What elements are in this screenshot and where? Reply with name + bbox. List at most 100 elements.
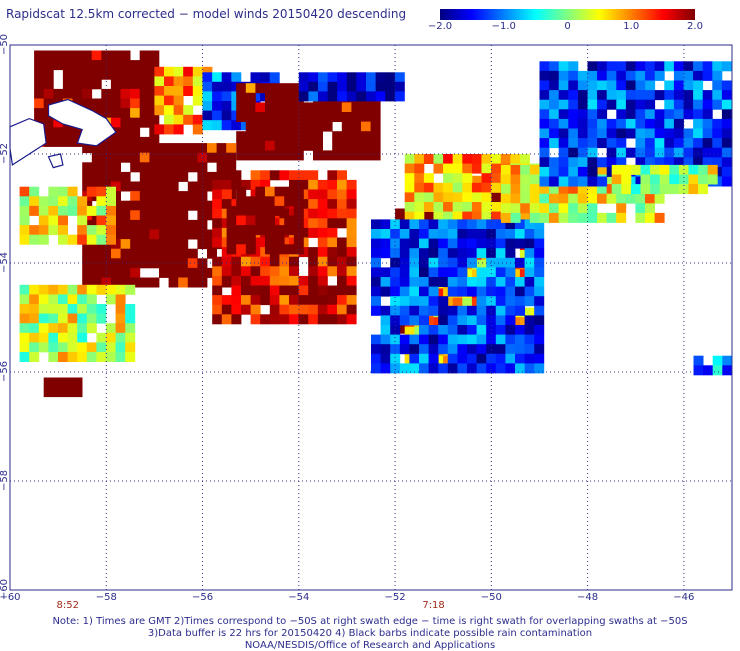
- wind-cell: [712, 365, 723, 376]
- wind-cell: [120, 171, 131, 182]
- wind-cell: [457, 238, 468, 249]
- wind-cell: [231, 170, 242, 181]
- wind-cell: [683, 90, 694, 101]
- wind-cell: [274, 150, 285, 161]
- wind-cell: [212, 256, 223, 267]
- wind-cell: [178, 162, 189, 173]
- wind-cell: [139, 210, 150, 221]
- wind-cell: [597, 80, 608, 91]
- wind-cell: [212, 120, 223, 131]
- wind-cell: [645, 147, 656, 158]
- wind-cell: [236, 225, 247, 236]
- wind-cell: [317, 314, 328, 325]
- falkland-islands-outline: [9, 98, 117, 169]
- wind-cell: [375, 72, 386, 83]
- wind-cell: [534, 267, 545, 278]
- wind-cell: [409, 277, 420, 287]
- wind-cell: [606, 157, 617, 168]
- wind-cell: [419, 257, 429, 268]
- wind-cell: [447, 334, 458, 345]
- wind-cell: [226, 162, 237, 173]
- wind-cell: [19, 294, 30, 305]
- wind-cell: [245, 102, 256, 113]
- wind-cell: [212, 72, 223, 83]
- wind-cell: [115, 332, 126, 343]
- wind-cell: [447, 277, 458, 287]
- wind-cell: [486, 257, 497, 268]
- wind-cell: [587, 99, 598, 110]
- wind-cell: [212, 179, 223, 190]
- wind-cell: [43, 69, 54, 80]
- wind-cell: [524, 238, 535, 249]
- colorbar-tick-label: 1.0: [623, 21, 640, 32]
- wind-cell: [669, 184, 680, 195]
- latitude-label: −52: [0, 142, 11, 165]
- wind-cell: [327, 314, 338, 325]
- wind-cell: [154, 66, 165, 77]
- wind-cell: [19, 313, 30, 324]
- wind-cell: [284, 102, 295, 113]
- wind-cell: [371, 353, 381, 364]
- wind-cell: [245, 196, 256, 207]
- wind-cell: [423, 182, 434, 193]
- wind-cell: [298, 304, 309, 315]
- wind-cell: [606, 147, 617, 158]
- wind-cell: [409, 315, 420, 326]
- wind-cell: [245, 234, 256, 245]
- wind-cell: [173, 124, 184, 135]
- wind-cell: [110, 88, 121, 99]
- wind-cell: [106, 215, 116, 226]
- wind-cell: [159, 219, 169, 230]
- wind-cell: [520, 184, 531, 195]
- wind-cell: [245, 92, 256, 103]
- wind-cell: [337, 256, 347, 267]
- wind-cell: [577, 90, 588, 101]
- wind-cell: [279, 275, 290, 286]
- wind-cell: [48, 332, 59, 343]
- wind-cell: [183, 114, 194, 125]
- wind-cell: [519, 154, 530, 164]
- wind-cell: [650, 164, 661, 175]
- wind-cell: [539, 99, 550, 110]
- wind-cell: [168, 239, 179, 250]
- wind-cell: [491, 211, 502, 222]
- wind-cell: [341, 102, 352, 113]
- wind-cell: [120, 136, 131, 147]
- wind-cell: [495, 344, 506, 355]
- wind-cell: [390, 363, 401, 374]
- wind-cell: [130, 117, 141, 128]
- latitude-label: −56: [0, 360, 11, 383]
- wind-cell: [34, 98, 45, 109]
- wind-cell: [86, 234, 97, 245]
- wind-cell: [265, 234, 275, 245]
- wind-cell: [265, 131, 275, 142]
- wind-cell: [110, 69, 121, 80]
- wind-cell: [510, 212, 521, 223]
- wind-cell: [515, 238, 525, 249]
- wind-cell: [447, 219, 458, 230]
- wind-cell: [495, 248, 506, 259]
- wind-cell: [337, 208, 347, 219]
- wind-cell: [472, 175, 482, 186]
- wind-cell: [476, 363, 487, 374]
- wind-cell: [168, 162, 179, 173]
- wind-cell: [19, 205, 30, 216]
- wind-cell: [159, 229, 169, 240]
- wind-cell: [577, 193, 588, 204]
- wind-cell: [712, 70, 723, 81]
- wind-cell: [597, 184, 607, 195]
- wind-cell: [67, 304, 78, 314]
- wind-cell: [317, 256, 328, 267]
- wind-cell: [500, 154, 511, 164]
- wind-cell: [447, 315, 458, 326]
- wind-cell: [274, 225, 285, 236]
- wind-cell: [457, 219, 468, 230]
- wind-cell: [197, 143, 208, 154]
- wind-cell: [481, 192, 492, 203]
- wind-cell: [346, 304, 357, 315]
- wind-cell: [168, 171, 179, 182]
- longitude-label: −46: [673, 592, 695, 603]
- wind-cell: [486, 363, 497, 374]
- wind-cell: [58, 323, 68, 334]
- wind-cell: [510, 164, 521, 175]
